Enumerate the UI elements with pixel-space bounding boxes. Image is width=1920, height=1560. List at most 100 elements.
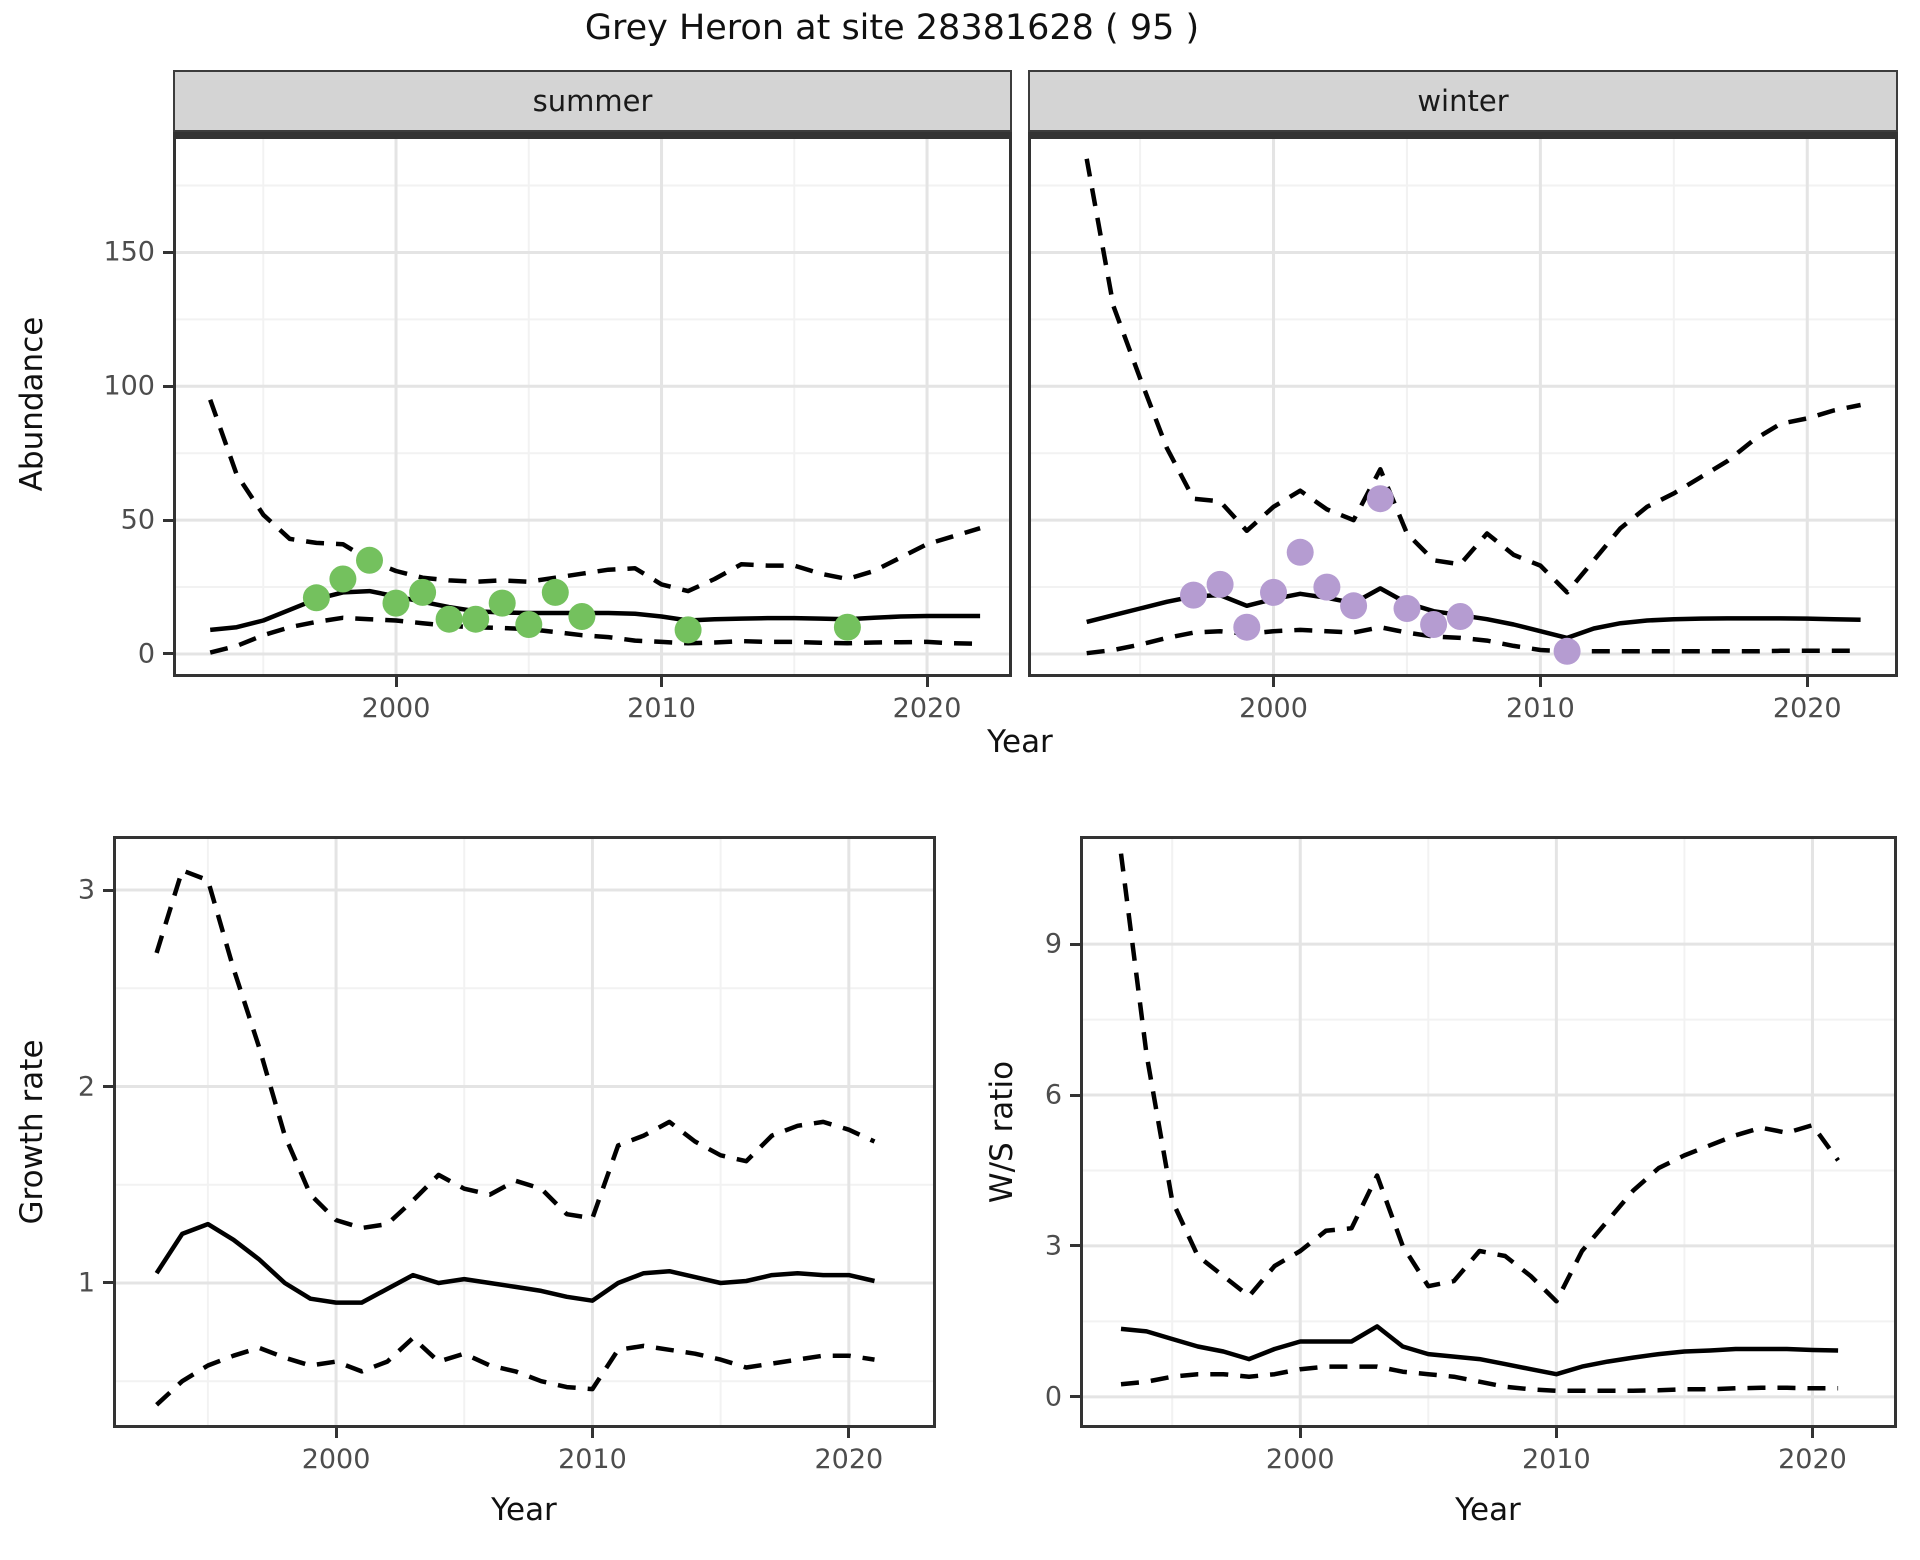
series-ci bbox=[1118, 853, 1840, 1304]
y-tick-label: 3 bbox=[77, 874, 95, 906]
x-tick-label: 2020 bbox=[1778, 1444, 1847, 1475]
observed-point bbox=[1260, 578, 1287, 606]
facet-strip-summer-label: summer bbox=[532, 84, 653, 118]
observed-point bbox=[674, 616, 702, 644]
observed-point bbox=[1553, 637, 1581, 665]
x-tick-mark bbox=[1810, 1428, 1814, 1438]
observed-point bbox=[1206, 570, 1234, 598]
x-tick-mark bbox=[1554, 1428, 1558, 1438]
x-tick-mark bbox=[1805, 677, 1809, 687]
x-tick-label: 2020 bbox=[1772, 693, 1842, 724]
x-tick-mark bbox=[334, 1428, 338, 1438]
observed-point bbox=[515, 611, 543, 638]
observed-point bbox=[409, 578, 437, 606]
observed-point bbox=[1313, 573, 1341, 601]
y-tick-label: 2 bbox=[77, 1071, 95, 1102]
x-tick-label: 2000 bbox=[301, 1444, 371, 1475]
x-tick-label: 2000 bbox=[361, 693, 431, 724]
y-tick-mark bbox=[163, 384, 173, 388]
panel-ws-ratio bbox=[1080, 836, 1897, 1428]
observed-point bbox=[1233, 613, 1261, 641]
x-axis-title-year-growth: Year bbox=[491, 1492, 557, 1528]
y-tick-mark bbox=[163, 250, 173, 254]
y-tick-mark bbox=[1070, 1244, 1080, 1248]
y-tick-mark bbox=[163, 652, 173, 656]
series-ci bbox=[1120, 1364, 1839, 1394]
panel-growth-rate bbox=[113, 836, 936, 1428]
panel-border bbox=[1028, 132, 1898, 677]
series-ci bbox=[208, 398, 981, 594]
x-tick-mark bbox=[925, 677, 929, 687]
series-median bbox=[1120, 1324, 1839, 1377]
observed-point bbox=[356, 546, 383, 574]
x-axis-title-year-ws: Year bbox=[1455, 1492, 1521, 1528]
observed-point bbox=[1286, 538, 1314, 566]
series-ci bbox=[1084, 158, 1862, 595]
series-median bbox=[154, 1221, 876, 1305]
observed-point bbox=[1366, 485, 1394, 513]
y-tick-mark bbox=[103, 1281, 113, 1285]
y-tick-label: 0 bbox=[137, 638, 155, 670]
x-tick-label: 2020 bbox=[814, 1444, 884, 1475]
x-tick-label: 2010 bbox=[558, 1444, 627, 1475]
y-tick-label: 0 bbox=[1044, 1381, 1062, 1413]
x-tick-mark bbox=[1538, 677, 1542, 687]
x-tick-label: 2010 bbox=[1506, 693, 1575, 724]
observed-point bbox=[1393, 595, 1421, 622]
y-tick-label: 1 bbox=[77, 1267, 95, 1299]
observed-point bbox=[1340, 592, 1368, 620]
x-tick-label: 2000 bbox=[1239, 693, 1308, 724]
observed-point bbox=[1180, 581, 1207, 609]
y-tick-mark bbox=[1070, 942, 1080, 946]
chart-winter-abundance bbox=[1028, 132, 1898, 677]
x-tick-mark bbox=[847, 1428, 851, 1438]
facet-strip-winter-label: winter bbox=[1417, 84, 1509, 118]
x-axis-title-year-top: Year bbox=[987, 724, 1053, 760]
plot-title: Grey Heron at site 28381628 ( 95 ) bbox=[584, 8, 1200, 48]
series-ci bbox=[209, 615, 981, 655]
observed-point bbox=[488, 589, 516, 617]
y-axis-title-ws-ratio: W/S ratio bbox=[984, 1060, 1020, 1204]
y-tick-mark bbox=[163, 518, 173, 522]
series-ci bbox=[1086, 624, 1861, 656]
observed-point bbox=[302, 584, 330, 612]
series-ci bbox=[155, 1335, 875, 1407]
panel-winter-abundance bbox=[1028, 132, 1898, 677]
observed-point bbox=[568, 603, 596, 630]
facet-strip-winter: winter bbox=[1028, 70, 1898, 132]
y-tick-mark bbox=[103, 888, 113, 892]
y-tick-label: 3 bbox=[1044, 1230, 1062, 1262]
observed-point bbox=[462, 605, 490, 633]
y-tick-mark bbox=[1070, 1395, 1080, 1399]
x-tick-mark bbox=[394, 677, 398, 687]
facet-strip-summer: summer bbox=[173, 70, 1012, 132]
panel-border bbox=[1080, 836, 1897, 1428]
y-axis-title-abundance: Abundance bbox=[14, 316, 50, 492]
x-tick-mark bbox=[590, 1428, 594, 1438]
chart-growth-rate bbox=[113, 836, 936, 1428]
x-tick-label: 2010 bbox=[627, 693, 696, 724]
y-tick-label: 100 bbox=[103, 370, 155, 402]
observed-point bbox=[329, 565, 357, 593]
panel-border bbox=[173, 132, 1012, 677]
observed-point bbox=[1446, 603, 1474, 630]
x-tick-mark bbox=[1298, 1428, 1302, 1438]
observed-point bbox=[382, 589, 410, 617]
y-tick-label: 9 bbox=[1044, 928, 1062, 960]
observed-point bbox=[833, 613, 861, 641]
observed-point bbox=[1420, 611, 1448, 638]
y-tick-label: 50 bbox=[120, 504, 155, 536]
observed-point bbox=[541, 578, 569, 606]
x-tick-label: 2000 bbox=[1265, 1444, 1335, 1475]
observed-point bbox=[435, 605, 463, 633]
series-ci bbox=[154, 868, 876, 1231]
x-tick-label: 2020 bbox=[892, 693, 962, 724]
y-tick-label: 6 bbox=[1044, 1079, 1062, 1111]
x-tick-label: 2010 bbox=[1522, 1444, 1591, 1475]
panel-summer-abundance bbox=[173, 132, 1012, 677]
y-axis-title-growth-rate: Growth rate bbox=[14, 1039, 50, 1225]
y-tick-mark bbox=[103, 1085, 113, 1088]
y-tick-label: 150 bbox=[103, 236, 155, 268]
x-tick-mark bbox=[1272, 677, 1276, 687]
